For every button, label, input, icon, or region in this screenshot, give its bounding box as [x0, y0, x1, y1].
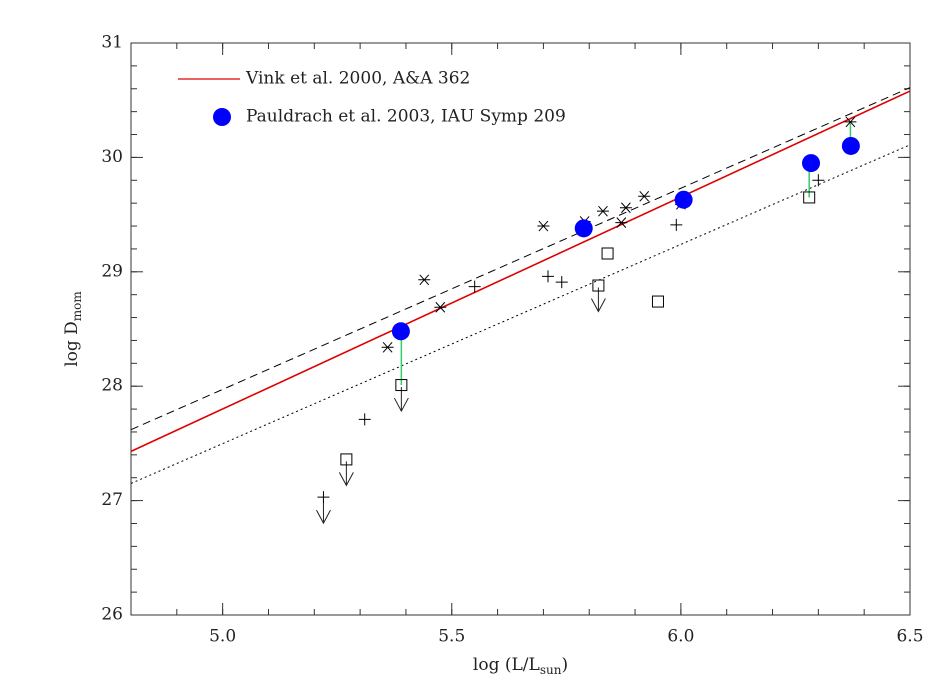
point [601, 247, 614, 260]
point [802, 154, 821, 173]
fit-line [130, 87, 911, 431]
y-tick-label: 28 [101, 376, 123, 396]
point [434, 301, 447, 313]
y-tick-label: 31 [101, 33, 123, 53]
point [340, 453, 353, 466]
x-tick-label: 6.0 [667, 627, 694, 647]
point [395, 379, 408, 392]
x-tick-label: 6.5 [896, 627, 923, 647]
point [638, 190, 651, 202]
point [841, 136, 860, 155]
point [574, 219, 593, 238]
y-label-text: log D [62, 321, 82, 367]
point [391, 322, 410, 341]
point [418, 274, 431, 286]
point [468, 280, 481, 293]
point [317, 491, 330, 504]
x-tick-label: 5.5 [438, 627, 465, 647]
fit-line [130, 144, 911, 484]
y-tick-label: 27 [101, 490, 123, 510]
point [812, 174, 825, 187]
y-tick-label: 29 [101, 261, 123, 281]
point [619, 202, 632, 214]
y-tick-label: 30 [101, 147, 123, 167]
legend-swatch [213, 108, 231, 126]
x-tick-label: 5.0 [209, 627, 236, 647]
legend-label: Pauldrach et al. 2003, IAU Symp 209 [246, 107, 566, 127]
y-tick-label: 26 [101, 605, 123, 625]
x-axis-label: log (L/Lsun) [473, 655, 568, 677]
point [381, 341, 394, 353]
point [596, 205, 609, 217]
y-axis-label: log Dmom [62, 291, 84, 367]
legend-label: Vink et al. 2000, A&A 362 [245, 69, 470, 89]
point [358, 413, 371, 426]
point [537, 220, 550, 232]
fit-line [130, 90, 911, 453]
x-label-text: log (L/L [473, 655, 540, 675]
y-label-sub: mom [70, 291, 84, 322]
point [670, 218, 683, 231]
x-label-sub: sun [540, 663, 562, 677]
point [674, 190, 693, 209]
point [803, 191, 816, 204]
point [615, 217, 628, 228]
point [592, 279, 605, 292]
point [651, 295, 664, 308]
x-label-tail: ) [561, 655, 568, 675]
point [555, 276, 568, 289]
plot-frame [130, 42, 911, 616]
point [541, 270, 554, 283]
point [844, 116, 857, 128]
